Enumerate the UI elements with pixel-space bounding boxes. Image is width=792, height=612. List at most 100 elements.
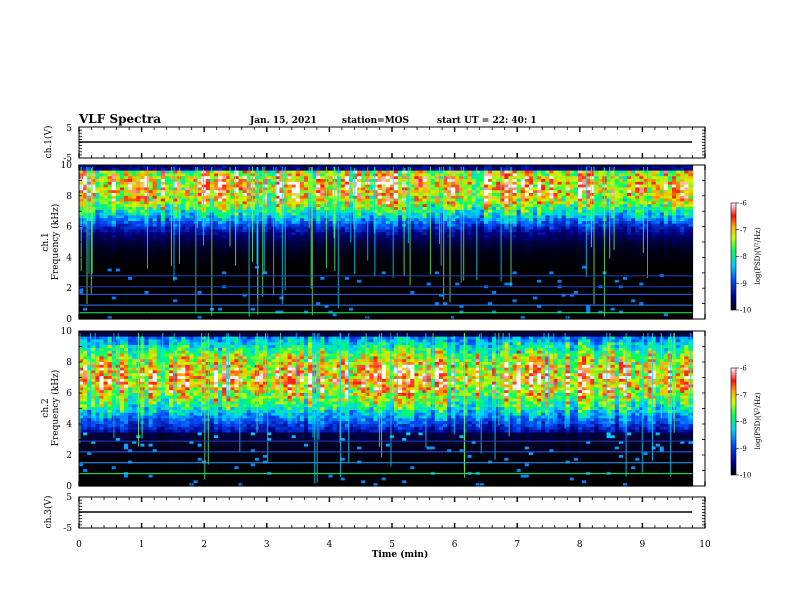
spectrogram-cell [222, 209, 227, 214]
spectrogram-cell [160, 249, 166, 253]
spectrogram-cell [132, 251, 137, 256]
spectrogram-cell [189, 193, 195, 197]
spectrogram-cell [226, 181, 231, 186]
spectrogram-cell [103, 215, 109, 219]
spectrogram-cell [144, 218, 150, 222]
spectrogram-cell [205, 291, 211, 295]
spectrogram-cell [144, 249, 150, 253]
spectrogram-cell [140, 181, 146, 186]
spectrogram-cell [226, 249, 231, 253]
spectrogram-cell [218, 201, 223, 205]
spectrogram-cell [226, 223, 231, 228]
spectrogram-cell [107, 201, 113, 205]
spectrogram-cell [128, 263, 133, 267]
spectrogram-cell [128, 212, 133, 216]
spectrogram-cell [87, 229, 92, 233]
spectrogram-cell [181, 316, 186, 320]
spectrogram-cell [173, 209, 178, 214]
spectrogram-cell [83, 173, 88, 177]
spectrogram-cell [107, 243, 113, 247]
spectrogram-cell [152, 179, 158, 183]
spectrogram-cell [95, 246, 101, 250]
spectrogram-cell [99, 288, 105, 292]
spectrogram-cell [205, 263, 211, 267]
spectrogram-cell [115, 207, 121, 211]
spectrogram-cell [160, 212, 166, 216]
spectrogram-cell [132, 302, 137, 306]
spectrogram-cell [205, 307, 211, 312]
spectrogram-cell [144, 165, 150, 169]
spectrogram-cell [95, 240, 101, 244]
spectrogram-cell [181, 204, 186, 208]
spectrogram-cell [160, 265, 166, 270]
spectrogram-cell [234, 299, 240, 303]
spectrogram-cell [181, 165, 186, 169]
spectrogram-cell [111, 243, 117, 247]
spectrogram-cell [205, 165, 211, 169]
spectrogram-cell [226, 257, 231, 261]
spectrogram-cell [115, 307, 121, 312]
spectrogram-cell [205, 246, 211, 250]
spectrogram-cell [181, 193, 186, 197]
spectrogram-cell [132, 279, 137, 284]
spectrogram-cell [185, 254, 191, 258]
spectrogram-cell [132, 170, 137, 174]
spectrogram-cell [95, 263, 101, 267]
spectrogram-cell [197, 257, 203, 261]
spectrogram-cell [99, 268, 105, 272]
spectrogram-cell [226, 221, 231, 225]
spectrogram-cell [123, 243, 129, 247]
spectrogram-cell [136, 226, 141, 230]
spectrogram-cell [91, 173, 96, 177]
spectrogram-cell [128, 282, 133, 286]
spectrogram-cell [144, 240, 150, 244]
spectrogram-cell [189, 221, 195, 225]
spectrogram-cell [218, 165, 223, 169]
spectrogram-cell [160, 195, 166, 200]
spectrogram-cell [181, 299, 186, 303]
spectrogram-cell [144, 195, 150, 200]
spectrogram-cell [213, 271, 219, 275]
spectrogram-cell [128, 209, 133, 214]
spectrogram-cell [213, 170, 219, 174]
spectrogram-cell [164, 176, 170, 180]
spectrogram-cell [83, 240, 88, 244]
spectrogram-cell [83, 235, 88, 239]
spectrogram-cell [83, 232, 88, 236]
spectrogram-cell [201, 293, 207, 298]
spectrogram-cell [230, 288, 236, 292]
spectrogram-cell [95, 265, 101, 270]
spectrogram-cell [115, 243, 121, 247]
spectrogram-cell [218, 170, 223, 174]
spectrogram-cell [95, 193, 101, 197]
spectrogram-cell [107, 237, 113, 242]
spectrogram-cell [218, 282, 223, 286]
spectrogram-cell [144, 268, 150, 272]
spectrogram-cell [152, 232, 158, 236]
spectrogram-cell [164, 207, 170, 211]
spectrogram-cell [123, 302, 129, 306]
spectrogram-cell [201, 254, 207, 258]
spectrogram-cell [103, 249, 109, 253]
spectrogram-cell [111, 282, 117, 286]
spectrogram-cell [87, 237, 92, 242]
spectrogram-cell [213, 246, 219, 250]
spectrogram-cell [140, 268, 146, 272]
spectrogram-cell [144, 223, 150, 228]
spectrogram-cell [152, 246, 158, 250]
spectrogram-cell [148, 170, 154, 174]
spectrogram-cell [226, 179, 231, 183]
spectrogram-cell [132, 260, 137, 264]
spectrogram-cell [222, 246, 227, 250]
spectrogram-cell [181, 198, 186, 202]
spectrogram-cell [119, 207, 125, 211]
spectrogram-cell [164, 226, 170, 230]
spectrogram-cell [230, 165, 236, 169]
spectrogram-cell [148, 243, 154, 247]
spectrogram-cell [234, 193, 240, 197]
spectrogram-cell [164, 296, 170, 300]
spectrogram-cell [218, 291, 223, 295]
spectrogram-cell [136, 305, 141, 309]
spectrogram-cell [95, 221, 101, 225]
spectrogram-cell [201, 288, 207, 292]
